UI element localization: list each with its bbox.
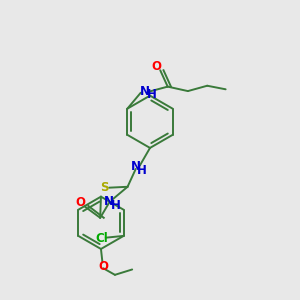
Text: N: N: [140, 85, 150, 98]
Text: N: N: [104, 195, 114, 208]
Text: Cl: Cl: [95, 232, 108, 245]
Text: N: N: [130, 160, 140, 173]
Text: O: O: [152, 60, 161, 73]
Text: S: S: [100, 181, 109, 194]
Text: H: H: [137, 164, 147, 177]
Text: H: H: [147, 88, 157, 101]
Text: H: H: [111, 199, 121, 212]
Text: O: O: [76, 196, 85, 209]
Text: O: O: [98, 260, 108, 273]
